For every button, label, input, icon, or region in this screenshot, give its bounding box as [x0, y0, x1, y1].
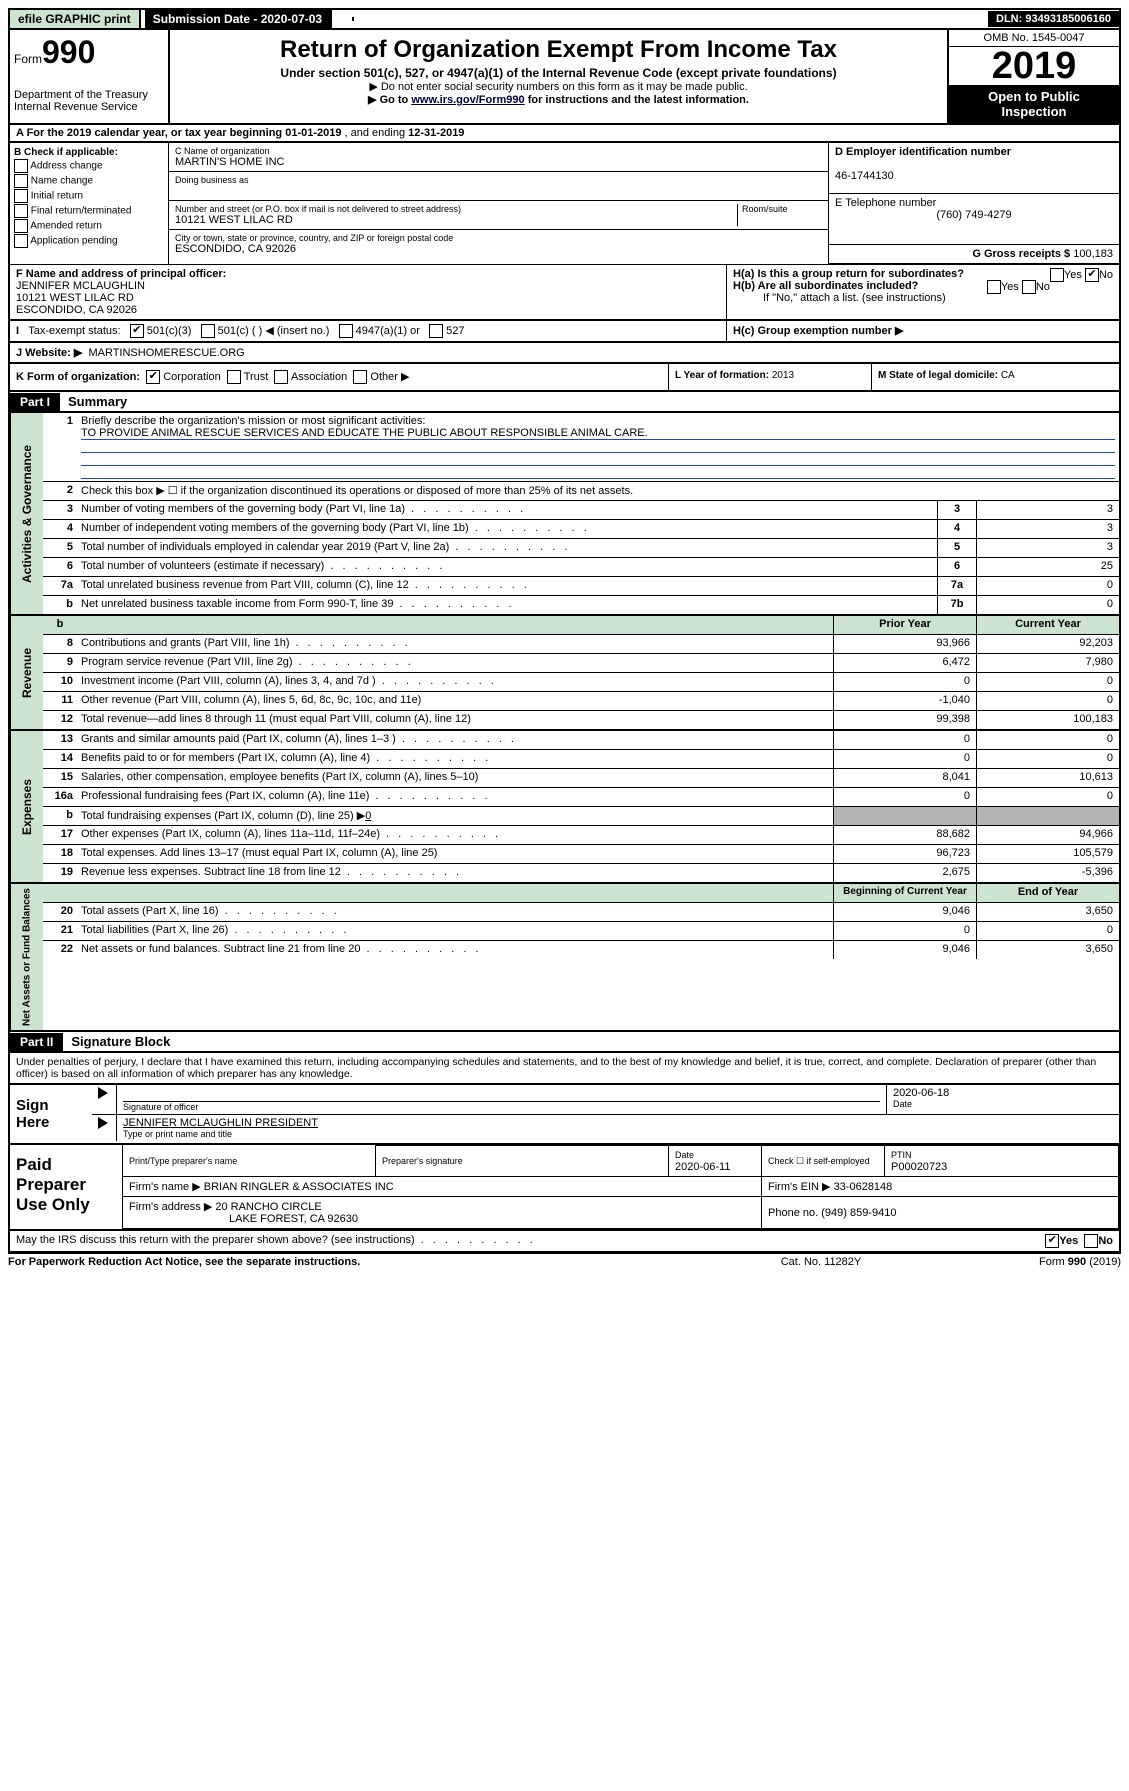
discuss-row: May the IRS discuss this return with the… [8, 1231, 1121, 1253]
chk-initial-return[interactable]: Initial return [14, 189, 164, 203]
blank-cell [336, 17, 354, 21]
firm-name: BRIAN RINGLER & ASSOCIATES INC [204, 1181, 394, 1193]
beginning-year-hdr: Beginning of Current Year [833, 884, 976, 902]
state-domicile: CA [1001, 370, 1015, 381]
section-bcd: B Check if applicable: Address change Na… [8, 143, 1121, 264]
arrow-icon [98, 1117, 108, 1129]
firm-ein: 33-0628148 [834, 1181, 893, 1193]
gross-receipts: 100,183 [1073, 248, 1113, 260]
org-name: MARTIN'S HOME INC [175, 156, 822, 168]
chk-address-change[interactable]: Address change [14, 159, 164, 173]
officer-name: JENNIFER MCLAUGHLIN [16, 280, 145, 292]
form-header: Form990 Department of the Treasury Inter… [8, 30, 1121, 125]
chk-527[interactable] [429, 324, 443, 338]
sign-here-block: Sign Here Signature of officer 2020-06-1… [8, 1085, 1121, 1145]
governance-label: Activities & Governance [10, 413, 43, 614]
telephone: (760) 749-4279 [835, 209, 1113, 221]
chk-501c3[interactable] [130, 324, 144, 338]
chk-corp[interactable] [146, 370, 160, 384]
val-7a: 0 [976, 577, 1119, 595]
form-subtitle: Under section 501(c), 527, or 4947(a)(1)… [174, 66, 943, 80]
chk-501c[interactable] [201, 324, 215, 338]
section-fh: F Name and address of principal officer:… [8, 264, 1121, 321]
end-year-hdr: End of Year [976, 884, 1119, 902]
dln: DLN: 93493185006160 [988, 11, 1119, 27]
mission-text: TO PROVIDE ANIMAL RESCUE SERVICES AND ED… [81, 427, 1115, 440]
val-3: 3 [976, 501, 1119, 519]
efile-print-btn[interactable]: efile GRAPHIC print [10, 10, 141, 28]
perjury-statement: Under penalties of perjury, I declare th… [8, 1053, 1121, 1085]
ptin: P00020723 [891, 1161, 947, 1173]
form-label: Form [14, 52, 42, 66]
col-d-ein: D Employer identification number 46-1744… [829, 143, 1119, 264]
chk-trust[interactable] [227, 370, 241, 384]
paid-preparer-block: Paid Preparer Use Only Print/Type prepar… [8, 1145, 1121, 1231]
val-4: 3 [976, 520, 1119, 538]
submission-date: Submission Date - 2020-07-03 [145, 10, 332, 28]
form-title: Return of Organization Exempt From Incom… [174, 36, 943, 64]
chk-app-pending[interactable]: Application pending [14, 234, 164, 248]
form-note-1: ▶ Do not enter social security numbers o… [174, 80, 943, 93]
top-toolbar: efile GRAPHIC print Submission Date - 20… [8, 8, 1121, 30]
expenses-section: Expenses 13Grants and similar amounts pa… [8, 731, 1121, 884]
col-b-checkboxes: B Check if applicable: Address change Na… [10, 143, 169, 264]
inspection: Inspection [953, 104, 1115, 119]
current-year-hdr: Current Year [976, 616, 1119, 634]
year-formation: 2013 [772, 370, 794, 381]
chk-amended[interactable]: Amended return [14, 219, 164, 233]
revenue-section: Revenue b Prior Year Current Year 8Contr… [8, 616, 1121, 731]
chk-assoc[interactable] [274, 370, 288, 384]
net-assets-label: Net Assets or Fund Balances [10, 884, 43, 1030]
chk-4947[interactable] [339, 324, 353, 338]
revenue-label: Revenue [10, 616, 43, 729]
firm-address: 20 RANCHO CIRCLE [215, 1201, 321, 1213]
tax-year: 2019 [949, 47, 1119, 85]
expenses-label: Expenses [10, 731, 43, 882]
dept-treasury: Department of the Treasury [14, 89, 164, 101]
firm-phone: (949) 859-9410 [821, 1207, 896, 1219]
open-public: Open to Public [953, 89, 1115, 104]
ein-value: 46-1744130 [835, 170, 894, 182]
sign-date: 2020-06-18 [893, 1087, 1113, 1099]
val-6: 25 [976, 558, 1119, 576]
row-i-tax-status: I Tax-exempt status: 501(c)(3) 501(c) ( … [8, 321, 1121, 343]
prior-year-hdr: Prior Year [833, 616, 976, 634]
chk-other[interactable] [353, 370, 367, 384]
irs-label: Internal Revenue Service [14, 101, 164, 113]
col-c-org-info: C Name of organization MARTIN'S HOME INC… [169, 143, 829, 264]
arrow-icon [98, 1087, 108, 1099]
footer: For Paperwork Reduction Act Notice, see … [8, 1253, 1121, 1268]
row-k-form-org: K Form of organization: Corporation Trus… [8, 364, 1121, 392]
website-value: MARTINSHOMERESCUE.ORG [88, 347, 244, 359]
val-7b: 0 [976, 596, 1119, 614]
form-note-2: ▶ Go to www.irs.gov/Form990 for instruct… [174, 93, 943, 106]
part-2-header: Part II Signature Block [8, 1032, 1121, 1053]
org-address: 10121 WEST LILAC RD [175, 214, 737, 226]
chk-discuss-no[interactable] [1084, 1234, 1098, 1248]
chk-final-return[interactable]: Final return/terminated [14, 204, 164, 218]
row-a-tax-year: A For the 2019 calendar year, or tax yea… [8, 125, 1121, 143]
irs-link[interactable]: www.irs.gov/Form990 [411, 94, 524, 106]
governance-section: Activities & Governance 1 Briefly descri… [8, 413, 1121, 616]
org-city: ESCONDIDO, CA 92026 [175, 243, 822, 255]
row-j-website: J Website: ▶ MARTINSHOMERESCUE.ORG [8, 343, 1121, 364]
officer-name-title: JENNIFER MCLAUGHLIN PRESIDENT [123, 1117, 1113, 1129]
preparer-date: 2020-06-11 [675, 1161, 730, 1173]
val-5: 3 [976, 539, 1119, 557]
net-assets-section: Net Assets or Fund Balances Beginning of… [8, 884, 1121, 1032]
chk-name-change[interactable]: Name change [14, 174, 164, 188]
form-number: 990 [42, 34, 95, 70]
part-1-header: Part I Summary [8, 392, 1121, 413]
chk-discuss-yes[interactable] [1045, 1234, 1059, 1248]
